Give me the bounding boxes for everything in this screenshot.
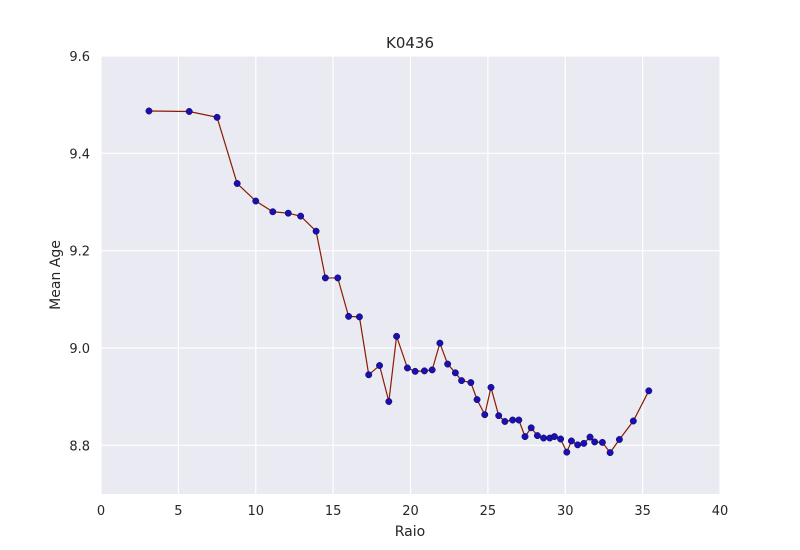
- y-tick-label: 9.4: [69, 147, 90, 162]
- data-point: [345, 312, 353, 320]
- data-point: [598, 438, 606, 446]
- data-point: [213, 113, 221, 121]
- y-tick-label: 9.2: [69, 245, 90, 260]
- data-point: [233, 180, 241, 187]
- data-point: [481, 411, 489, 419]
- data-point: [458, 377, 466, 385]
- data-point: [428, 366, 436, 374]
- data-point: [521, 433, 529, 441]
- data-series: [145, 107, 653, 457]
- data-point: [509, 416, 517, 424]
- data-point: [355, 313, 363, 321]
- data-point: [321, 274, 329, 282]
- data-point: [269, 208, 277, 216]
- data-point: [473, 396, 481, 404]
- data-point: [385, 398, 393, 405]
- data-point: [557, 435, 565, 443]
- data-point: [334, 274, 342, 282]
- data-point: [451, 369, 459, 377]
- data-point: [501, 418, 509, 425]
- data-point: [403, 364, 411, 372]
- data-point: [411, 367, 419, 375]
- x-tick-label: 20: [402, 504, 419, 519]
- y-tick-label: 9.0: [69, 342, 90, 357]
- data-point: [567, 437, 575, 445]
- data-point: [145, 107, 153, 115]
- y-axis-title: Mean Age: [48, 240, 64, 310]
- data-point: [376, 362, 383, 369]
- data-point: [629, 417, 637, 425]
- y-tick-label: 8.8: [69, 439, 90, 454]
- data-point: [591, 438, 599, 446]
- data-point: [297, 212, 305, 220]
- data-point: [580, 439, 588, 447]
- x-tick-label: 10: [247, 504, 264, 519]
- data-point: [185, 108, 193, 115]
- data-point: [420, 367, 428, 375]
- x-axis-title: Raio: [395, 524, 425, 540]
- x-tick-label: 35: [634, 504, 651, 519]
- chart-title: K0436: [386, 34, 434, 52]
- data-point: [645, 387, 653, 395]
- data-point: [252, 197, 260, 205]
- data-point: [515, 416, 523, 424]
- data-point: [495, 412, 503, 420]
- y-tick-label: 9.6: [69, 50, 90, 65]
- x-tick-label: 30: [557, 504, 574, 519]
- data-point: [574, 441, 582, 449]
- data-point: [312, 227, 320, 235]
- data-point: [615, 436, 623, 443]
- data-point: [467, 379, 475, 387]
- data-point: [550, 433, 558, 441]
- data-point: [563, 448, 571, 456]
- data-point: [533, 432, 541, 440]
- data-point: [393, 332, 401, 340]
- data-point: [527, 424, 535, 432]
- tick-labels: 0 5 10 15 20 25 30 35 40 8.8 9.0 9.2 9.4 9.6: [69, 50, 728, 519]
- x-tick-label: 15: [325, 504, 342, 519]
- data-point: [487, 383, 495, 391]
- data-point: [444, 360, 452, 368]
- data-point: [586, 433, 594, 441]
- x-tick-label: 0: [97, 504, 105, 519]
- x-tick-label: 40: [712, 504, 729, 519]
- x-tick-label: 25: [480, 504, 497, 519]
- data-point: [365, 371, 373, 379]
- data-point: [540, 434, 548, 442]
- data-point: [284, 209, 292, 217]
- data-point: [606, 449, 614, 457]
- data-point: [436, 339, 444, 347]
- grid-lines: [100, 55, 721, 494]
- x-tick-label: 5: [174, 504, 182, 519]
